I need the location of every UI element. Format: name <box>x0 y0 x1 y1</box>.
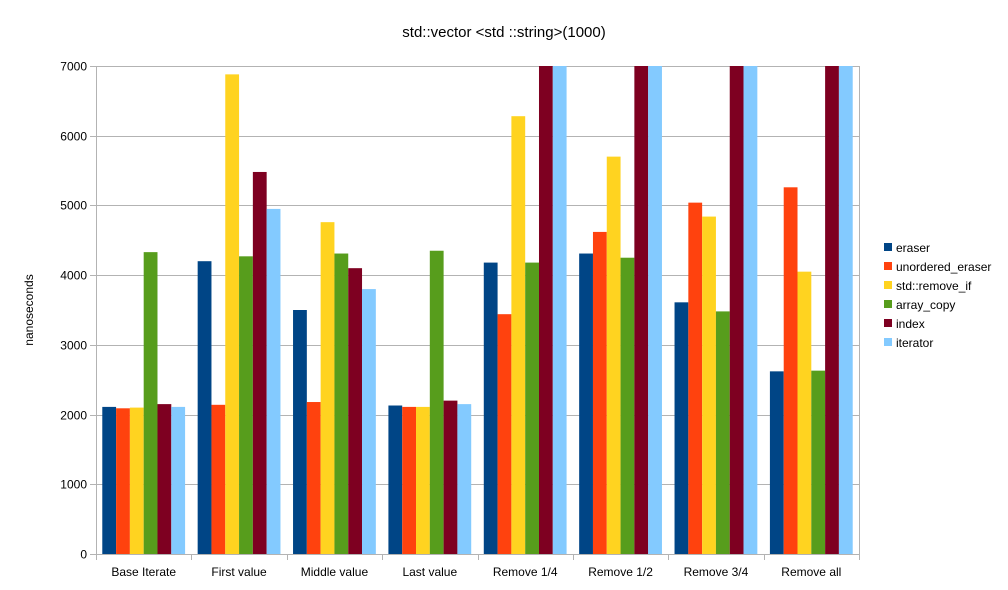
legend-swatch <box>884 338 892 346</box>
y-tick-label: 4000 <box>60 269 87 283</box>
bar-unordered-eraser <box>497 314 512 554</box>
x-tick-label: Base Iterate <box>111 565 176 579</box>
bar-array-copy <box>811 370 826 554</box>
bar-index <box>825 66 839 554</box>
bars <box>102 66 853 555</box>
legend-label: eraser <box>896 241 930 255</box>
bar-unordered-eraser <box>306 402 321 554</box>
bar-std-remove-if <box>511 116 526 555</box>
bar-eraser <box>674 302 689 554</box>
y-tick-label: 3000 <box>60 339 87 353</box>
legend: eraserunordered_eraserstd::remove_ifarra… <box>884 241 991 350</box>
chart-title: std::vector <std ::string>(1000) <box>402 24 605 41</box>
x-tick-label: First value <box>211 565 267 579</box>
legend-label: iterator <box>896 336 933 350</box>
bar-std-remove-if <box>606 156 621 554</box>
bar-std-remove-if <box>702 216 716 554</box>
bar-array-copy <box>620 257 635 554</box>
y-tick-label: 0 <box>80 548 87 562</box>
bar-eraser <box>102 406 117 554</box>
bar-index <box>443 400 458 554</box>
bar-unordered-eraser <box>592 231 607 555</box>
y-tick-label: 2000 <box>60 409 87 423</box>
legend-label: unordered_eraser <box>896 260 991 274</box>
y-axis-label: nanoseconds <box>22 274 36 345</box>
bar-eraser <box>388 405 403 554</box>
bar-iterator <box>457 404 472 554</box>
legend-swatch <box>884 243 892 251</box>
bar-index <box>634 66 649 554</box>
x-tick-label: Remove all <box>781 565 841 579</box>
y-tick-label: 1000 <box>60 478 87 492</box>
bar-index <box>729 66 744 554</box>
bar-std-remove-if <box>129 407 144 554</box>
bar-array-copy <box>429 250 444 554</box>
axes <box>96 66 860 560</box>
x-tick-label: Remove 1/4 <box>493 565 558 579</box>
bar-eraser <box>483 262 498 554</box>
bar-index <box>538 66 553 554</box>
y-tick-label: 6000 <box>60 130 87 144</box>
bar-eraser <box>293 310 307 554</box>
x-tick-label: Remove 3/4 <box>684 565 749 579</box>
bar-std-remove-if <box>225 74 240 554</box>
bar-std-remove-if <box>797 271 812 554</box>
bar-array-copy <box>143 252 158 554</box>
bar-iterator <box>362 289 376 554</box>
bar-array-copy <box>334 253 349 554</box>
legend-swatch <box>884 300 892 308</box>
x-tick-label: Last value <box>402 565 457 579</box>
bar-index <box>252 171 267 555</box>
bar-array-copy <box>239 256 253 554</box>
bar-unordered-eraser <box>783 187 798 554</box>
bar-unordered-eraser <box>116 408 130 554</box>
bar-iterator <box>838 66 853 554</box>
bar-iterator <box>648 66 662 554</box>
bar-unordered-eraser <box>688 202 703 554</box>
bar-index <box>348 268 363 554</box>
bar-iterator <box>743 66 758 554</box>
bar-iterator <box>266 208 281 554</box>
bar-iterator <box>552 66 567 554</box>
bar-array-copy <box>525 262 539 554</box>
legend-swatch <box>884 281 892 289</box>
bar-array-copy <box>715 311 730 554</box>
legend-label: std::remove_if <box>896 279 972 293</box>
legend-label: index <box>896 317 925 331</box>
bar-std-remove-if <box>320 222 335 554</box>
legend-swatch <box>884 319 892 327</box>
bar-std-remove-if <box>416 406 430 554</box>
y-tick-label: 5000 <box>60 199 87 213</box>
bar-eraser <box>197 261 212 554</box>
bar-eraser <box>769 371 784 554</box>
bar-index <box>157 404 172 554</box>
y-tick-label: 7000 <box>60 60 87 74</box>
bar-unordered-eraser <box>402 406 417 554</box>
x-tick-labels: Base Iterate First value Middle value Last … <box>111 565 841 579</box>
legend-swatch <box>884 262 892 270</box>
y-tick-labels: 0 1000 2000 3000 4000 5000 6000 7000 <box>60 60 87 562</box>
bar-unordered-eraser <box>211 404 226 554</box>
bar-iterator <box>171 406 186 554</box>
legend-label: array_copy <box>896 298 955 312</box>
bar-eraser <box>579 253 593 554</box>
x-tick-label: Middle value <box>301 565 369 579</box>
x-tick-label: Remove 1/2 <box>588 565 653 579</box>
